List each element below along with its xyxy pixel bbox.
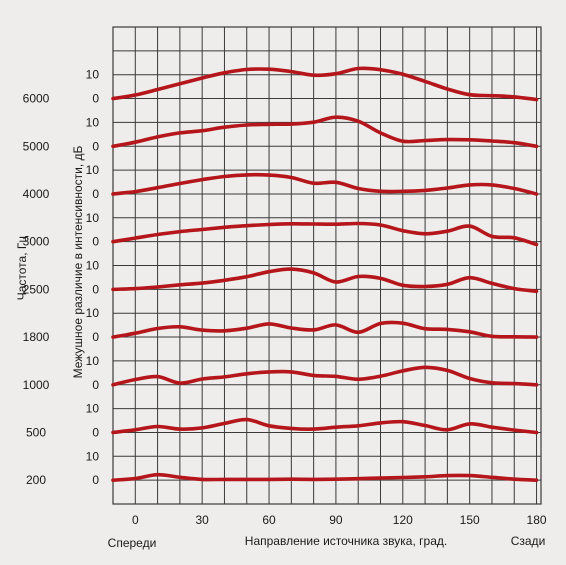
frequency-label-200: 200 (26, 473, 46, 487)
series-line-200 (111, 472, 539, 482)
db-tick-label: 0 (92, 473, 99, 487)
front-label: Спереди (108, 536, 157, 550)
db-tick-label: 0 (92, 330, 99, 344)
frequency-label-2500: 2500 (23, 282, 50, 296)
db-tick-label: 10 (86, 259, 100, 273)
x-tick-label: 90 (329, 513, 343, 527)
db-tick-label: 10 (86, 115, 100, 129)
x-tick-label: 60 (262, 513, 276, 527)
frequency-label-6000: 6000 (23, 92, 50, 106)
frequency-label-3000: 3000 (23, 235, 50, 249)
db-tick-label: 0 (92, 282, 99, 296)
db-tick-label: 0 (92, 378, 99, 392)
x-tick-label: 0 (132, 513, 139, 527)
series-line-5000 (111, 115, 539, 149)
db-tick-label: 10 (86, 211, 100, 225)
db-tick-label: 10 (86, 449, 100, 463)
grid-layer (112, 26, 542, 505)
db-tick-label: 10 (86, 402, 100, 416)
x-axis-title: Направление источника звука, град. (245, 534, 447, 548)
series-line-500 (111, 417, 539, 435)
frequency-label-1800: 1800 (23, 330, 50, 344)
series-line-1800 (111, 320, 539, 339)
x-tick-label: 30 (195, 513, 209, 527)
frequency-label-4000: 4000 (23, 187, 50, 201)
frequency-label-5000: 5000 (23, 139, 50, 153)
label-layer: 0 30 60 90 120 150 180600010050001004000100300… (23, 68, 547, 527)
back-label: Сзади (511, 534, 546, 548)
x-tick-label: 120 (393, 513, 413, 527)
db-tick-label: 10 (86, 306, 100, 320)
db-tick-label: 10 (86, 163, 100, 177)
db-tick-label: 0 (92, 425, 99, 439)
series-line-4000 (111, 172, 539, 196)
x-tick-label: 180 (527, 513, 547, 527)
db-axis-title: Межушное различие в интенсивности, дБ (71, 145, 85, 378)
x-tick-label: 150 (460, 513, 480, 527)
frequency-label-500: 500 (26, 425, 46, 439)
series-line-6000 (111, 66, 539, 102)
series-line-3000 (111, 221, 539, 247)
db-tick-label: 0 (92, 187, 99, 201)
db-tick-label: 0 (92, 92, 99, 106)
db-tick-label: 0 (92, 139, 99, 153)
db-tick-label: 10 (86, 354, 100, 368)
frequency-label-1000: 1000 (23, 378, 50, 392)
frequency-axis-title: Частота, Гц (15, 236, 29, 301)
series-line-2500 (111, 267, 539, 294)
series-line-1000 (111, 365, 539, 387)
db-tick-label: 10 (86, 68, 100, 82)
db-tick-label: 0 (92, 235, 99, 249)
curve-layer (111, 66, 539, 482)
